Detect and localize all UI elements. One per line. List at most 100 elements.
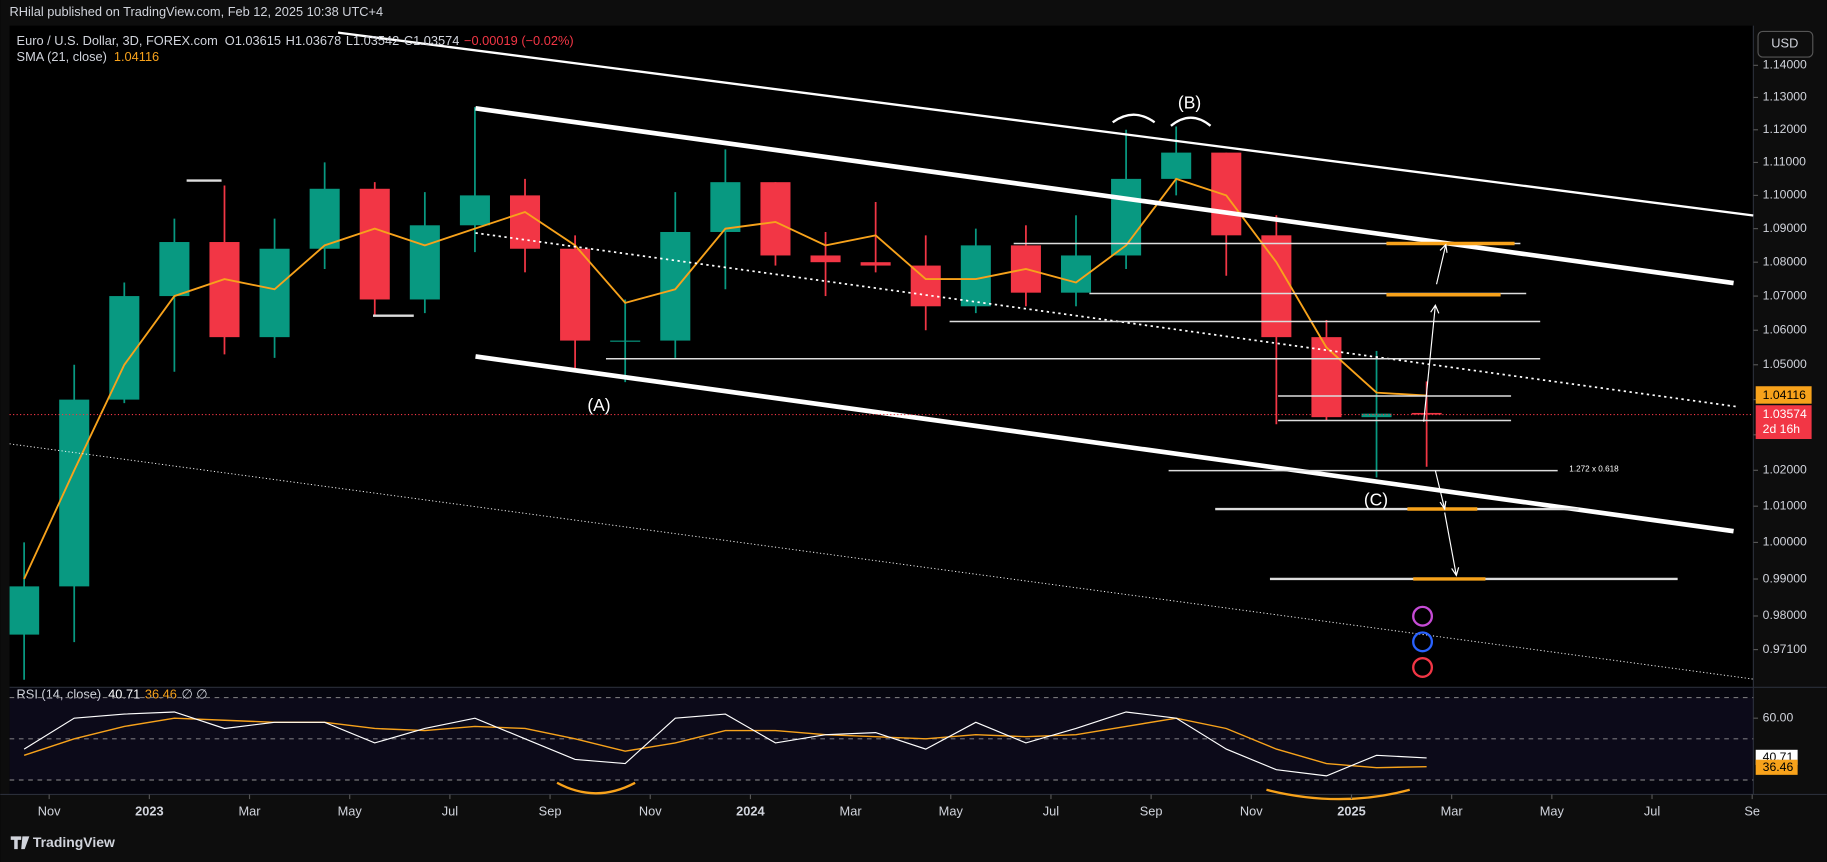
y-tick-label: 1.05000 — [1763, 357, 1807, 371]
targets — [1386, 241, 1515, 581]
x-tick-label: Sep — [539, 803, 562, 818]
annotation: (C) — [1364, 490, 1388, 510]
rsi-area — [9, 687, 1754, 795]
event-icon[interactable] — [1412, 656, 1434, 678]
rsi-tick-label: 60.00 — [1763, 710, 1794, 724]
candle-body — [960, 245, 991, 307]
candle-body — [910, 265, 941, 307]
x-tick-label: Jul — [1043, 803, 1059, 818]
event-icons — [1412, 605, 1434, 678]
sma-price-label: 1.04116 — [1763, 388, 1806, 402]
candle-body — [1211, 152, 1242, 236]
sma-legend: SMA (21, close) 1.04116 — [17, 50, 160, 65]
annotation: 1.272 x 0.618 — [1569, 465, 1619, 474]
rsi-ma-line — [23, 717, 1427, 769]
currency-label[interactable]: USD — [1771, 36, 1798, 51]
event-icon[interactable] — [1412, 631, 1434, 653]
legend-change: −0.00019 (−0.02%) — [464, 33, 574, 48]
candle-body — [660, 231, 691, 341]
last-price-tag — [1755, 405, 1812, 440]
channel-top — [475, 106, 1734, 286]
x-tick-label: Jul — [1644, 803, 1660, 818]
countdown: 2d 16h — [1763, 422, 1800, 436]
x-tick-label: Mar — [840, 803, 863, 818]
footer-brand: TradingView — [33, 834, 115, 850]
last-price-label: 1.03574 — [1763, 407, 1807, 421]
sma-price-tag — [1755, 386, 1812, 404]
candle-body — [1311, 337, 1342, 418]
legend-open: O1.03615 — [225, 33, 281, 48]
arcs — [1112, 113, 1212, 127]
legend-close: C1.03574 — [404, 33, 460, 48]
candle-body — [760, 182, 791, 256]
y-tick-label: 1.00000 — [1763, 535, 1807, 549]
y-tick-label: 1.12000 — [1763, 122, 1807, 136]
arrow — [1435, 243, 1448, 285]
y-tick-label: 1.11000 — [1763, 155, 1806, 169]
legend-symbol: Euro / U.S. Dollar, 3D, FOREX.com — [17, 33, 218, 48]
chart-area — [9, 25, 1754, 795]
y-tick-label: 1.10000 — [1763, 188, 1807, 202]
y-tick-label: 0.98000 — [1763, 608, 1807, 622]
y-tick-label: 1.08000 — [1763, 254, 1807, 268]
x-tick-label: Sep — [1140, 803, 1163, 818]
x-tick-label: 2024 — [736, 803, 765, 818]
y-tick-label: 1.14000 — [1763, 58, 1807, 72]
candle-body — [109, 296, 140, 400]
price-pane — [9, 107, 1442, 680]
event-icon[interactable] — [1412, 605, 1434, 627]
candle-body — [1111, 178, 1142, 256]
rsi-ma-tag-label: 36.46 — [1763, 760, 1794, 774]
candle-body — [359, 188, 390, 300]
arrow — [1434, 470, 1447, 511]
publisher: RHilal published on TradingView.com, Feb… — [10, 4, 384, 19]
y-tick-label: 0.99000 — [1763, 571, 1807, 585]
x-tick-label: 2025 — [1337, 803, 1365, 818]
candle-body — [159, 242, 190, 297]
annotation: (A) — [587, 395, 610, 415]
currency-button[interactable] — [1757, 30, 1814, 58]
y-tick-label: 1.09000 — [1763, 221, 1807, 235]
y-tick-label: 1.01000 — [1763, 498, 1807, 512]
drawings — [9, 31, 1754, 680]
candle-body — [1261, 235, 1292, 338]
legend-low: L1.03542 — [346, 33, 399, 48]
x-tick-label: Mar — [1441, 803, 1464, 818]
trend-line — [337, 31, 1754, 217]
candle-body — [309, 188, 340, 249]
candle-body — [209, 242, 240, 338]
channel-bottom — [475, 354, 1734, 534]
x-tick-label: Nov — [639, 803, 662, 818]
rsi-arcs — [556, 781, 1411, 801]
candle-body — [710, 182, 741, 232]
candle-body — [409, 225, 440, 300]
sma-value: 1.04116 — [114, 50, 159, 65]
sma-line — [23, 177, 1427, 580]
rsi-pane — [9, 696, 1754, 781]
mid-line — [475, 232, 1737, 408]
candle-body — [860, 262, 891, 266]
rsi-ma-tag — [1755, 759, 1798, 775]
y-tick-label: 1.02000 — [1763, 463, 1807, 477]
candle-body — [560, 248, 591, 341]
x-tick-label: May — [1540, 803, 1565, 818]
x-tick-label: May — [338, 803, 363, 818]
candle-body — [9, 586, 40, 635]
sma-name: SMA (21, close) — [17, 50, 107, 65]
candle-body — [459, 195, 490, 226]
candle-body — [1161, 152, 1192, 179]
x-tick-label: Mar — [239, 803, 262, 818]
x-tick-label: Nov — [1240, 803, 1263, 818]
candle-body — [810, 255, 841, 263]
y-tick-label: 1.13000 — [1763, 90, 1807, 104]
candle-body — [509, 195, 541, 249]
rsi-band-fill — [9, 697, 1754, 781]
arrow — [1444, 512, 1460, 577]
arrows — [1423, 243, 1460, 577]
arrow — [1423, 303, 1440, 422]
legend: Euro / U.S. Dollar, 3D, FOREX.com O1.0361… — [17, 33, 574, 48]
candle-body — [610, 340, 641, 342]
x-tick-label: May — [939, 803, 964, 818]
y-tick-label: 1.06000 — [1763, 322, 1807, 336]
